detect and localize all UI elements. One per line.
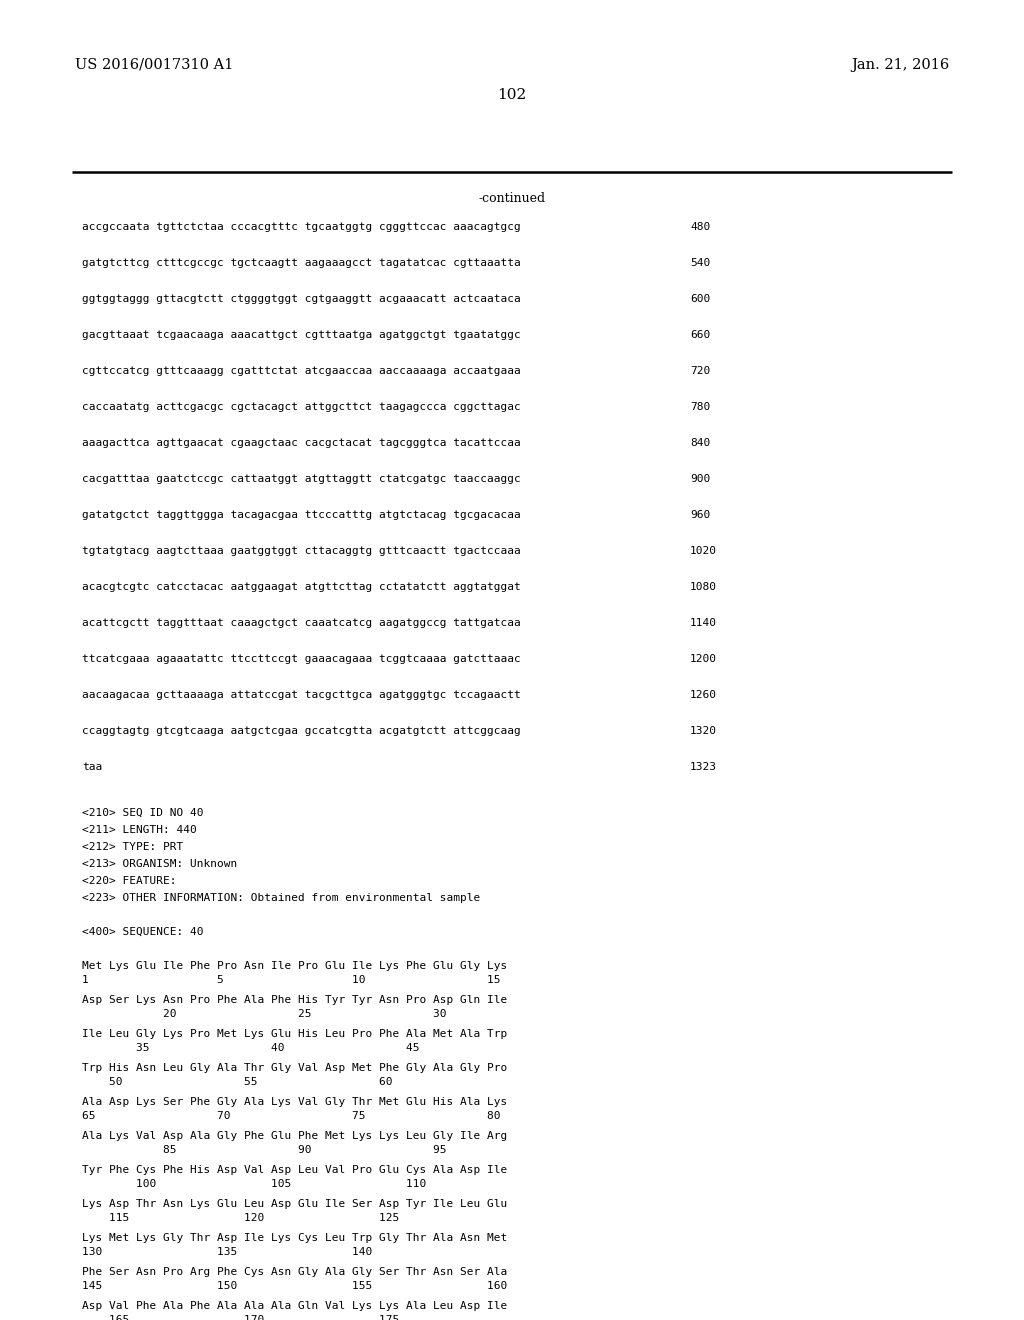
Text: <223> OTHER INFORMATION: Obtained from environmental sample: <223> OTHER INFORMATION: Obtained from e… [82, 894, 480, 903]
Text: cgttccatcg gtttcaaagg cgatttctat atcgaaccaa aaccaaaaga accaatgaaa: cgttccatcg gtttcaaagg cgatttctat atcgaac… [82, 366, 521, 376]
Text: 85                  90                  95: 85 90 95 [82, 1144, 446, 1155]
Text: ccaggtagtg gtcgtcaaga aatgctcgaa gccatcgtta acgatgtctt attcggcaag: ccaggtagtg gtcgtcaaga aatgctcgaa gccatcg… [82, 726, 521, 737]
Text: <400> SEQUENCE: 40: <400> SEQUENCE: 40 [82, 927, 204, 937]
Text: Asp Ser Lys Asn Pro Phe Ala Phe His Tyr Tyr Asn Pro Asp Gln Ile: Asp Ser Lys Asn Pro Phe Ala Phe His Tyr … [82, 995, 507, 1005]
Text: <210> SEQ ID NO 40: <210> SEQ ID NO 40 [82, 808, 204, 818]
Text: caccaatatg acttcgacgc cgctacagct attggcttct taagagccca cggcttagac: caccaatatg acttcgacgc cgctacagct attggct… [82, 403, 521, 412]
Text: 1020: 1020 [690, 546, 717, 556]
Text: 780: 780 [690, 403, 711, 412]
Text: ttcatcgaaa agaaatattc ttccttccgt gaaacagaaa tcggtcaaaa gatcttaaac: ttcatcgaaa agaaatattc ttccttccgt gaaacag… [82, 653, 521, 664]
Text: 1323: 1323 [690, 762, 717, 772]
Text: ggtggtaggg gttacgtctt ctggggtggt cgtgaaggtt acgaaacatt actcaataca: ggtggtaggg gttacgtctt ctggggtggt cgtgaag… [82, 294, 521, 304]
Text: gatatgctct taggttggga tacagacgaa ttcccatttg atgtctacag tgcgacacaa: gatatgctct taggttggga tacagacgaa ttcccat… [82, 510, 521, 520]
Text: <220> FEATURE:: <220> FEATURE: [82, 876, 176, 886]
Text: taa: taa [82, 762, 102, 772]
Text: 1200: 1200 [690, 653, 717, 664]
Text: 50                  55                  60: 50 55 60 [82, 1077, 392, 1086]
Text: <211> LENGTH: 440: <211> LENGTH: 440 [82, 825, 197, 836]
Text: Asp Val Phe Ala Phe Ala Ala Ala Gln Val Lys Lys Ala Leu Asp Ile: Asp Val Phe Ala Phe Ala Ala Ala Gln Val … [82, 1302, 507, 1311]
Text: 1140: 1140 [690, 618, 717, 628]
Text: 900: 900 [690, 474, 711, 484]
Text: 165                 170                 175: 165 170 175 [82, 1315, 399, 1320]
Text: 720: 720 [690, 366, 711, 376]
Text: 115                 120                 125: 115 120 125 [82, 1213, 399, 1224]
Text: 35                  40                  45: 35 40 45 [82, 1043, 420, 1053]
Text: 600: 600 [690, 294, 711, 304]
Text: <212> TYPE: PRT: <212> TYPE: PRT [82, 842, 183, 851]
Text: 540: 540 [690, 257, 711, 268]
Text: Tyr Phe Cys Phe His Asp Val Asp Leu Val Pro Glu Cys Ala Asp Ile: Tyr Phe Cys Phe His Asp Val Asp Leu Val … [82, 1166, 507, 1175]
Text: cacgatttaa gaatctccgc cattaatggt atgttaggtt ctatcgatgc taaccaaggc: cacgatttaa gaatctccgc cattaatggt atgttag… [82, 474, 521, 484]
Text: Met Lys Glu Ile Phe Pro Asn Ile Pro Glu Ile Lys Phe Glu Gly Lys: Met Lys Glu Ile Phe Pro Asn Ile Pro Glu … [82, 961, 507, 972]
Text: Ala Asp Lys Ser Phe Gly Ala Lys Val Gly Thr Met Glu His Ala Lys: Ala Asp Lys Ser Phe Gly Ala Lys Val Gly … [82, 1097, 507, 1107]
Text: 65                  70                  75                  80: 65 70 75 80 [82, 1111, 501, 1121]
Text: US 2016/0017310 A1: US 2016/0017310 A1 [75, 58, 233, 73]
Text: Lys Met Lys Gly Thr Asp Ile Lys Cys Leu Trp Gly Thr Ala Asn Met: Lys Met Lys Gly Thr Asp Ile Lys Cys Leu … [82, 1233, 507, 1243]
Text: Jan. 21, 2016: Jan. 21, 2016 [852, 58, 950, 73]
Text: 20                  25                  30: 20 25 30 [82, 1008, 446, 1019]
Text: 102: 102 [498, 88, 526, 102]
Text: Ala Lys Val Asp Ala Gly Phe Glu Phe Met Lys Lys Leu Gly Ile Arg: Ala Lys Val Asp Ala Gly Phe Glu Phe Met … [82, 1131, 507, 1140]
Text: 1260: 1260 [690, 690, 717, 700]
Text: -continued: -continued [478, 191, 546, 205]
Text: 660: 660 [690, 330, 711, 341]
Text: Lys Asp Thr Asn Lys Glu Leu Asp Glu Ile Ser Asp Tyr Ile Leu Glu: Lys Asp Thr Asn Lys Glu Leu Asp Glu Ile … [82, 1199, 507, 1209]
Text: acacgtcgtc catcctacac aatggaagat atgttcttag cctatatctt aggtatggat: acacgtcgtc catcctacac aatggaagat atgttct… [82, 582, 521, 591]
Text: tgtatgtacg aagtcttaaa gaatggtggt cttacaggtg gtttcaactt tgactccaaa: tgtatgtacg aagtcttaaa gaatggtggt cttacag… [82, 546, 521, 556]
Text: Phe Ser Asn Pro Arg Phe Cys Asn Gly Ala Gly Ser Thr Asn Ser Ala: Phe Ser Asn Pro Arg Phe Cys Asn Gly Ala … [82, 1267, 507, 1276]
Text: 480: 480 [690, 222, 711, 232]
Text: aacaagacaa gcttaaaaga attatccgat tacgcttgca agatgggtgc tccagaactt: aacaagacaa gcttaaaaga attatccgat tacgctt… [82, 690, 521, 700]
Text: <213> ORGANISM: Unknown: <213> ORGANISM: Unknown [82, 859, 238, 869]
Text: accgccaata tgttctctaa cccacgtttc tgcaatggtg cgggttccac aaacagtgcg: accgccaata tgttctctaa cccacgtttc tgcaatg… [82, 222, 521, 232]
Text: 1320: 1320 [690, 726, 717, 737]
Text: aaagacttca agttgaacat cgaagctaac cacgctacat tagcgggtca tacattccaa: aaagacttca agttgaacat cgaagctaac cacgcta… [82, 438, 521, 447]
Text: 840: 840 [690, 438, 711, 447]
Text: 130                 135                 140: 130 135 140 [82, 1247, 373, 1257]
Text: gatgtcttcg ctttcgccgc tgctcaagtt aagaaagcct tagatatcac cgttaaatta: gatgtcttcg ctttcgccgc tgctcaagtt aagaaag… [82, 257, 521, 268]
Text: 100                 105                 110: 100 105 110 [82, 1179, 426, 1189]
Text: 145                 150                 155                 160: 145 150 155 160 [82, 1280, 507, 1291]
Text: acattcgctt taggtttaat caaagctgct caaatcatcg aagatggccg tattgatcaa: acattcgctt taggtttaat caaagctgct caaatca… [82, 618, 521, 628]
Text: 960: 960 [690, 510, 711, 520]
Text: gacgttaaat tcgaacaaga aaacattgct cgtttaatga agatggctgt tgaatatggc: gacgttaaat tcgaacaaga aaacattgct cgtttaa… [82, 330, 521, 341]
Text: Trp His Asn Leu Gly Ala Thr Gly Val Asp Met Phe Gly Ala Gly Pro: Trp His Asn Leu Gly Ala Thr Gly Val Asp … [82, 1063, 507, 1073]
Text: Ile Leu Gly Lys Pro Met Lys Glu His Leu Pro Phe Ala Met Ala Trp: Ile Leu Gly Lys Pro Met Lys Glu His Leu … [82, 1030, 507, 1039]
Text: 1080: 1080 [690, 582, 717, 591]
Text: 1                   5                   10                  15: 1 5 10 15 [82, 975, 501, 985]
